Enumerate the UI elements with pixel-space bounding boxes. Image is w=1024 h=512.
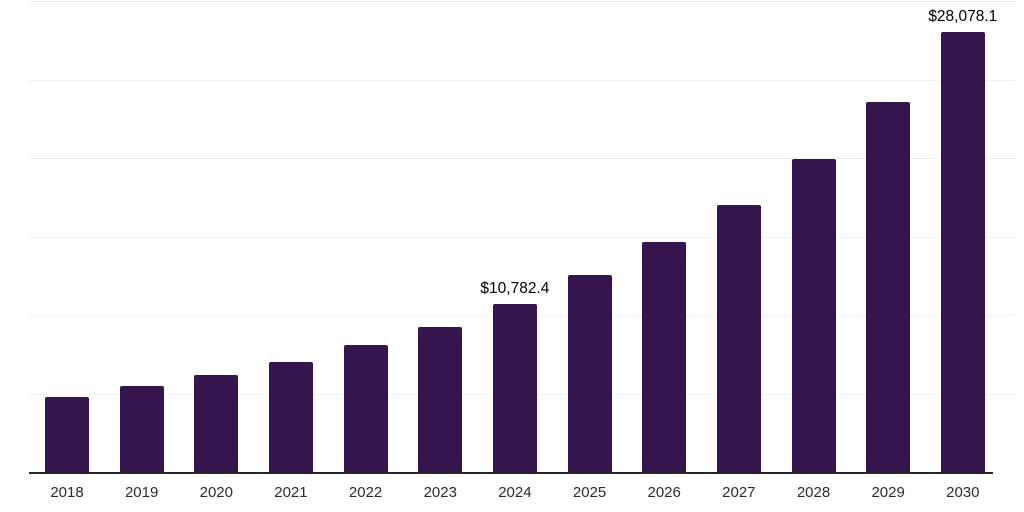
x-tick-2029: 2029	[871, 484, 905, 501]
bar-2026	[642, 242, 687, 473]
bar-2028	[791, 158, 836, 473]
bar-2021	[268, 361, 313, 473]
x-tick-2024: 2024	[498, 484, 532, 501]
x-tick-2023: 2023	[423, 484, 457, 501]
gridline-30000	[29, 1, 1015, 2]
bar-2029	[866, 102, 911, 473]
x-tick-2021: 2021	[274, 484, 308, 501]
plot-area: $10,782.4 $28,078.1	[29, 1, 1015, 474]
bar-2022	[343, 345, 388, 473]
bar-2023	[418, 326, 463, 473]
x-tick-2018: 2018	[50, 484, 84, 501]
bar-2027	[716, 204, 761, 473]
value-label-2030: $28,078.1	[928, 8, 998, 26]
x-tick-2020: 2020	[199, 484, 233, 501]
bar-2018	[45, 397, 89, 473]
x-tick-2027: 2027	[722, 484, 756, 501]
bar-2019	[119, 385, 164, 473]
x-tick-2026: 2026	[647, 484, 681, 501]
x-tick-2025: 2025	[572, 484, 607, 501]
bar-2024	[492, 303, 537, 473]
gridline-25000	[29, 79, 1015, 81]
x-tick-2028: 2028	[796, 484, 831, 501]
value-label-2024: $10,782.4	[480, 279, 550, 297]
gridline-20000	[29, 158, 1015, 159]
x-tick-2030: 2030	[946, 484, 980, 501]
x-tick-2022: 2022	[348, 484, 383, 501]
x-tick-2019: 2019	[124, 484, 159, 501]
bar-2025	[567, 275, 612, 473]
x-axis-line	[29, 472, 993, 474]
gridline-15000	[29, 236, 1015, 238]
bar-2030	[940, 32, 985, 473]
bar-2020	[194, 374, 239, 473]
